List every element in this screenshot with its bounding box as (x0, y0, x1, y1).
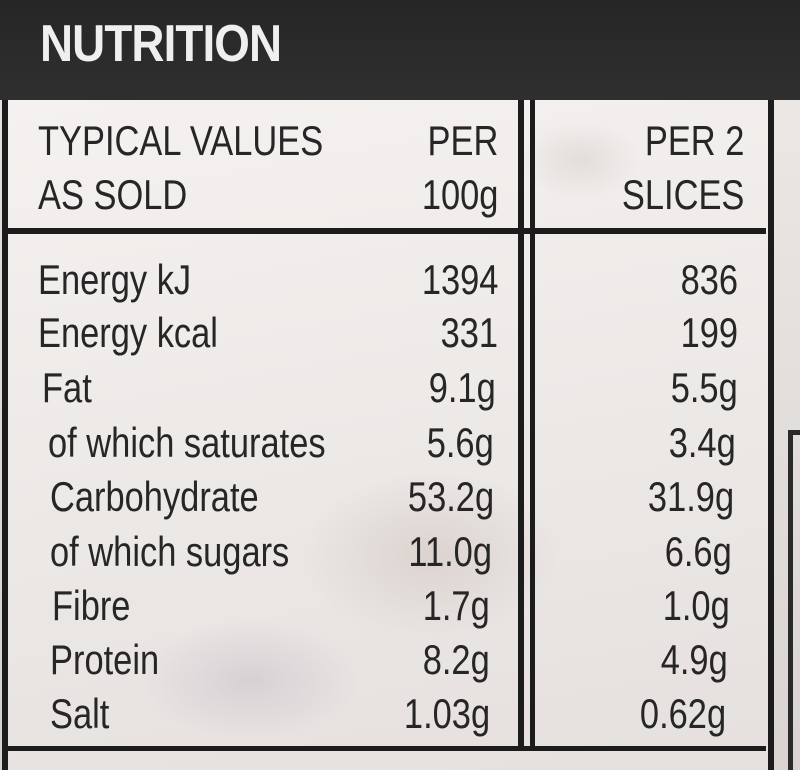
row-value-salt-100g: 1.03g (403, 690, 490, 737)
row-label-fat: Fat (42, 364, 92, 411)
row-label-sugars: of which sugars (50, 528, 290, 575)
column-divider-left (518, 100, 524, 750)
column-divider-right (530, 100, 535, 750)
header-divider (8, 228, 766, 234)
row-label-fibre: Fibre (52, 582, 131, 629)
row-value-fibre-2-slices: 1.0g (662, 582, 730, 629)
nutrition-table-panel (2, 100, 774, 770)
row-value-sugars-2-slices: 6.6g (664, 528, 732, 575)
header-per-2: PER 2 (644, 117, 744, 164)
package-edge-frame (788, 430, 800, 770)
table-bottom-line (8, 746, 766, 751)
row-value-carbohydrate-2-slices: 31.9g (647, 473, 734, 520)
header-100g: 100g (421, 171, 498, 218)
row-label-energy-kj: Energy kJ (38, 256, 192, 303)
row-value-energy-kj-100g: 1394 (421, 256, 498, 303)
header-slices: SLICES (621, 171, 744, 218)
row-label-carbohydrate: Carbohydrate (50, 473, 259, 520)
row-value-fat-100g: 9.1g (428, 364, 496, 411)
row-value-saturates-100g: 5.6g (426, 419, 494, 466)
row-value-fibre-100g: 1.7g (422, 582, 490, 629)
header-typical-values: TYPICAL VALUES (38, 117, 324, 164)
row-value-fat-2-slices: 5.5g (670, 364, 738, 411)
row-label-salt: Salt (50, 690, 110, 737)
row-value-carbohydrate-100g: 53.2g (407, 473, 494, 520)
row-label-protein: Protein (50, 636, 160, 683)
row-label-saturates: of which saturates (48, 419, 326, 466)
row-value-salt-2-slices: 0.62g (639, 690, 726, 737)
package-edge (774, 100, 800, 770)
row-value-energy-kcal-2-slices: 199 (680, 309, 738, 356)
header-per: PER (427, 117, 498, 164)
row-value-energy-kcal-100g: 331 (440, 309, 498, 356)
nutrition-heading: NUTRITION (40, 15, 282, 73)
row-value-protein-100g: 8.2g (422, 636, 490, 683)
row-value-protein-2-slices: 4.9g (660, 636, 728, 683)
row-value-sugars-100g: 11.0g (408, 528, 492, 575)
header-as-sold: AS SOLD (38, 171, 188, 218)
label-header-band: NUTRITION (0, 0, 800, 100)
row-value-energy-kj-2-slices: 836 (680, 256, 738, 303)
row-value-saturates-2-slices: 3.4g (668, 419, 736, 466)
row-label-energy-kcal: Energy kcal (38, 309, 218, 356)
